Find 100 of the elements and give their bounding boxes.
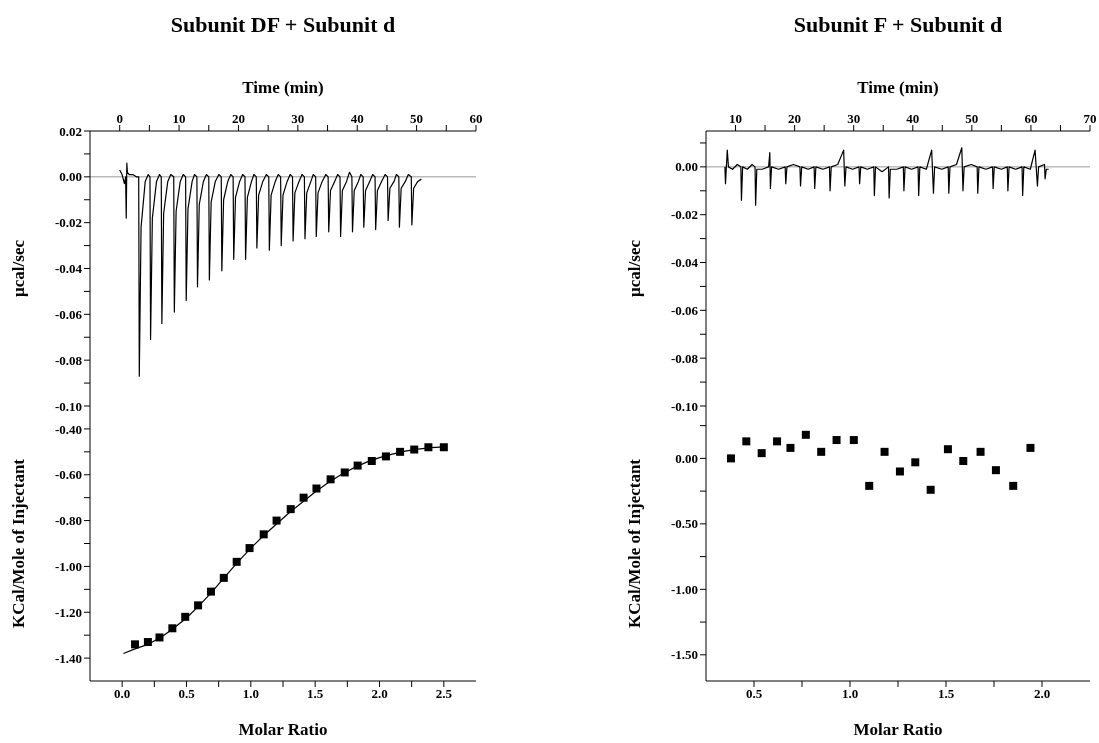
y-tick-label: -0.02 [670,207,698,223]
point [194,601,203,610]
x-tick-label: 40 [350,111,364,126]
x-tick-label: 1.0 [242,686,259,702]
point [168,624,177,633]
y-tick-label: 0.00 [59,169,82,185]
y-axis-title: KCal/Mole of Injectant [9,458,28,629]
point [911,458,920,467]
point [312,484,321,493]
point [424,443,433,452]
x-tick-label: 10 [729,111,743,126]
x-tick-label: 20 [231,111,245,126]
point [439,443,448,452]
x-tick-label: 70 [1083,111,1097,126]
point [272,516,281,525]
y-tick-label: 0.02 [59,123,82,139]
point [155,633,164,642]
y-tick-label: -0.80 [54,513,82,529]
point [286,505,295,514]
x-tick-label: 0.5 [178,686,196,702]
point [219,573,228,582]
y-tick-label: -0.04 [670,255,699,271]
x-tick-label: 20 [788,111,802,126]
point [353,461,362,470]
y-tick-label: -1.40 [54,650,82,666]
x-tick-label: 2.5 [435,686,453,702]
line-series [724,147,1050,206]
point [742,437,751,446]
x-tick-label: 0.0 [114,686,131,702]
point [206,587,215,596]
y-tick-label: -0.60 [54,467,82,483]
x-tick-label: 50 [410,111,424,126]
point [959,457,968,465]
y-tick-label: -1.00 [670,581,698,597]
point [299,493,308,502]
chart-title: Subunit F + Subunit d [792,12,1004,38]
point [991,466,1000,475]
point [726,454,735,463]
chart-title: Subunit DF + Subunit d [169,12,397,38]
point [381,452,390,461]
y-tick-label: 0.00 [675,451,698,466]
point [801,430,810,439]
point [326,475,335,484]
y-tick-label: -1.00 [54,559,82,575]
y-tick-label: -0.06 [54,306,83,322]
point [865,481,874,490]
x-tick-label: 1.5 [937,686,955,702]
x-tick-label: 40 [906,111,920,126]
point [410,445,419,454]
y-tick-label: -0.50 [670,516,698,532]
y-tick-label: -0.10 [54,398,82,414]
point [367,457,376,465]
point [259,530,268,539]
y-tick-label: -0.10 [670,398,698,414]
x-axis-title: Molar Ratio [853,720,943,739]
point [880,447,889,456]
y-tick-label: -0.04 [54,261,83,277]
x-tick-label: 2.0 [1033,686,1051,702]
x-axis-title: Time (min) [857,78,939,97]
point [232,557,241,566]
y-axis-title: µcal/sec [625,239,644,297]
point [181,612,190,621]
point [976,447,985,456]
x-tick-label: 0.5 [745,686,763,702]
x-axis-title: Time (min) [242,78,324,97]
point [396,447,405,456]
x-tick-label: 1.0 [841,686,859,702]
y-axis-title: µcal/sec [9,239,28,297]
x-tick-label: 10 [172,111,186,126]
x-tick-label: 1.5 [307,686,324,702]
point [943,445,952,454]
x-tick-label: 30 [291,111,305,126]
y-tick-label: -0.08 [54,352,83,368]
point [340,468,349,477]
x-tick-label: 50 [965,111,979,126]
x-tick-label: 2.0 [371,686,388,702]
point [131,640,140,649]
y-tick-label: -0.40 [54,421,82,437]
point [895,467,904,476]
y-tick-label: -0.08 [670,350,699,366]
point [143,638,152,647]
point [926,485,935,494]
point [832,436,841,445]
point [786,443,795,452]
y-axis-title: KCal/Mole of Injectant [625,458,644,629]
point [817,447,826,456]
point [1026,443,1035,452]
x-tick-label: 60 [469,111,483,126]
x-tick-label: 0 [116,111,123,126]
x-axis-title: Molar Ratio [238,720,328,739]
y-tick-label: 0.00 [675,159,698,175]
y-tick-label: -0.06 [670,302,699,318]
y-tick-label: -1.20 [54,604,82,620]
point [849,436,858,445]
line-series [119,162,422,377]
point [773,437,782,446]
y-tick-label: -1.50 [670,647,698,663]
point [757,449,766,458]
x-tick-label: 60 [1024,111,1038,126]
point [1009,481,1018,490]
